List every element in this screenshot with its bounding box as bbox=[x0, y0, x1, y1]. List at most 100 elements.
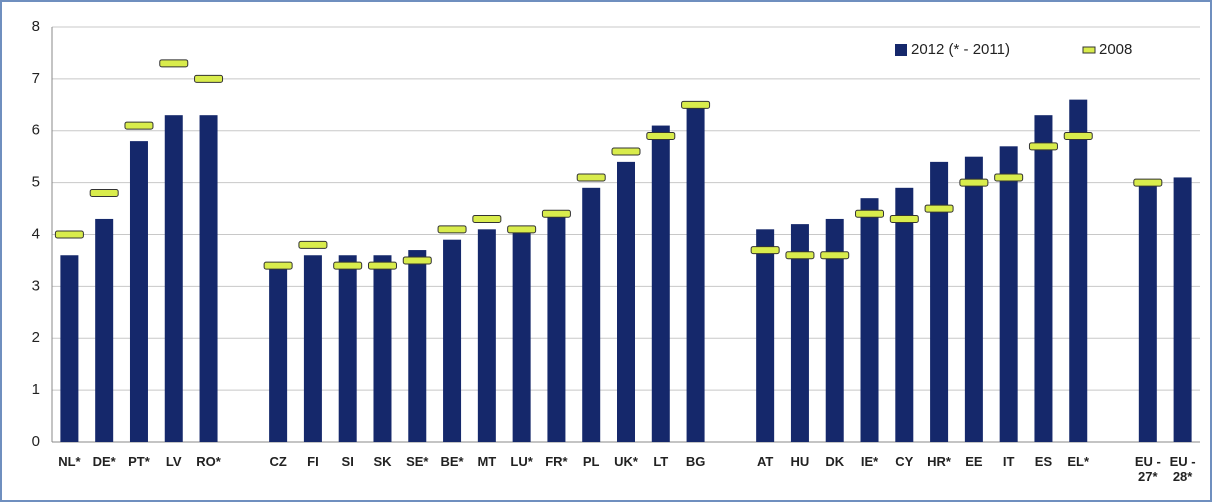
x-tick-label: EU - 28* bbox=[1169, 454, 1196, 484]
bar bbox=[651, 125, 670, 442]
x-tick-label: FI bbox=[307, 454, 319, 469]
x-tick-label: BE* bbox=[440, 454, 464, 469]
marker-2008 bbox=[194, 74, 224, 83]
bar bbox=[825, 218, 844, 442]
marker-2008 bbox=[54, 230, 84, 239]
marker-2008 bbox=[124, 121, 154, 130]
marker-2008 bbox=[472, 214, 502, 223]
y-tick-label: 6 bbox=[32, 122, 40, 139]
bar bbox=[964, 156, 983, 442]
marker-2008 bbox=[889, 214, 919, 223]
x-tick-label: CY bbox=[895, 454, 914, 469]
marker-2008 bbox=[820, 251, 850, 260]
bar bbox=[408, 250, 427, 442]
x-tick-label: EL* bbox=[1067, 454, 1090, 469]
marker-2008 bbox=[541, 209, 571, 218]
x-tick-label: SE* bbox=[406, 454, 429, 469]
y-tick-label: 3 bbox=[32, 277, 40, 294]
bar bbox=[443, 239, 462, 442]
y-tick-label: 5 bbox=[32, 174, 40, 191]
x-tick-label: DK bbox=[825, 454, 845, 469]
x-tick-label: AT bbox=[756, 454, 774, 469]
y-tick-label: 8 bbox=[32, 18, 40, 35]
marker-2008 bbox=[159, 59, 189, 68]
bar bbox=[582, 187, 601, 442]
bar bbox=[895, 187, 914, 442]
bar bbox=[303, 255, 322, 442]
x-tick-label: EE bbox=[965, 454, 983, 469]
y-tick-label: 0 bbox=[32, 433, 40, 450]
x-tick-label: LU* bbox=[510, 454, 533, 469]
x-tick-label: HR* bbox=[927, 454, 951, 469]
x-tick-label: IE* bbox=[860, 454, 879, 469]
marker-2008 bbox=[298, 240, 328, 249]
x-tick-label: ES bbox=[1034, 454, 1053, 469]
marker-2008 bbox=[402, 256, 432, 265]
bar bbox=[860, 198, 879, 442]
marker-2008 bbox=[646, 131, 676, 140]
marker-2008 bbox=[924, 204, 954, 213]
y-tick-label: 1 bbox=[32, 381, 40, 398]
marker-2008 bbox=[611, 147, 641, 156]
x-tick-label: RO* bbox=[196, 454, 221, 469]
x-tick-label: SI bbox=[341, 454, 354, 469]
x-tick-label: IT bbox=[1002, 454, 1015, 469]
x-tick-label: PL bbox=[582, 454, 600, 469]
bar bbox=[199, 115, 218, 442]
x-tick-label: FR* bbox=[545, 454, 568, 469]
bar bbox=[373, 255, 392, 442]
bar bbox=[60, 255, 79, 442]
marker-2008 bbox=[785, 251, 815, 260]
marker-2008 bbox=[750, 246, 780, 255]
bar bbox=[1069, 99, 1088, 442]
bar bbox=[930, 161, 949, 442]
x-tick-label: UK* bbox=[614, 454, 638, 469]
marker-2008 bbox=[994, 173, 1024, 182]
bar bbox=[1034, 115, 1053, 442]
bar bbox=[512, 229, 531, 442]
marker-2008 bbox=[263, 261, 293, 270]
marker-2008 bbox=[855, 209, 885, 218]
legend-swatch bbox=[1082, 46, 1096, 54]
x-tick-label: MT bbox=[477, 454, 497, 469]
bar bbox=[129, 141, 148, 442]
marker-2008 bbox=[507, 225, 537, 234]
x-tick-label: CZ bbox=[269, 454, 287, 469]
x-tick-label: LV bbox=[165, 454, 182, 469]
x-tick-label: NL* bbox=[58, 454, 81, 469]
x-tick-label: PT* bbox=[128, 454, 150, 469]
legend-label: 2008 bbox=[1099, 41, 1132, 58]
marker-2008 bbox=[681, 100, 711, 109]
bar bbox=[477, 229, 496, 442]
marker-2008 bbox=[367, 261, 397, 270]
marker-2008 bbox=[1133, 178, 1163, 187]
x-tick-label: LT bbox=[653, 454, 669, 469]
legend-label: 2012 (* - 2011) bbox=[911, 41, 1010, 58]
x-tick-label: HU bbox=[790, 454, 810, 469]
bar bbox=[95, 218, 114, 442]
bar bbox=[999, 146, 1018, 442]
y-tick-label: 4 bbox=[32, 225, 40, 242]
bar bbox=[790, 224, 809, 442]
bar bbox=[269, 265, 288, 442]
bar bbox=[164, 115, 183, 442]
bar bbox=[686, 104, 705, 442]
x-tick-label: SK bbox=[373, 454, 392, 469]
marker-2008 bbox=[1063, 131, 1093, 140]
x-tick-label: BG bbox=[685, 454, 706, 469]
marker-2008 bbox=[576, 173, 606, 182]
y-tick-label: 2 bbox=[32, 329, 40, 346]
bar bbox=[617, 161, 635, 442]
marker-2008 bbox=[959, 178, 989, 187]
x-tick-label: DE* bbox=[92, 454, 116, 469]
bar bbox=[756, 229, 775, 442]
marker-2008 bbox=[437, 225, 467, 234]
bar bbox=[338, 255, 357, 442]
bar bbox=[547, 213, 566, 442]
marker-2008 bbox=[1028, 142, 1058, 151]
y-tick-label: 7 bbox=[32, 70, 40, 87]
x-tick-label: EU - 27* bbox=[1134, 454, 1161, 484]
marker-2008 bbox=[333, 261, 363, 270]
